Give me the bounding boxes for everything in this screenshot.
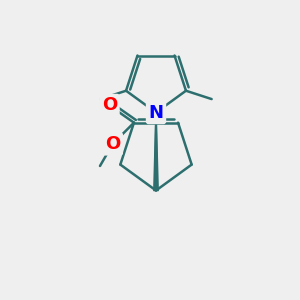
Text: O: O [105, 135, 120, 153]
Text: N: N [148, 103, 164, 122]
Text: O: O [102, 97, 117, 115]
